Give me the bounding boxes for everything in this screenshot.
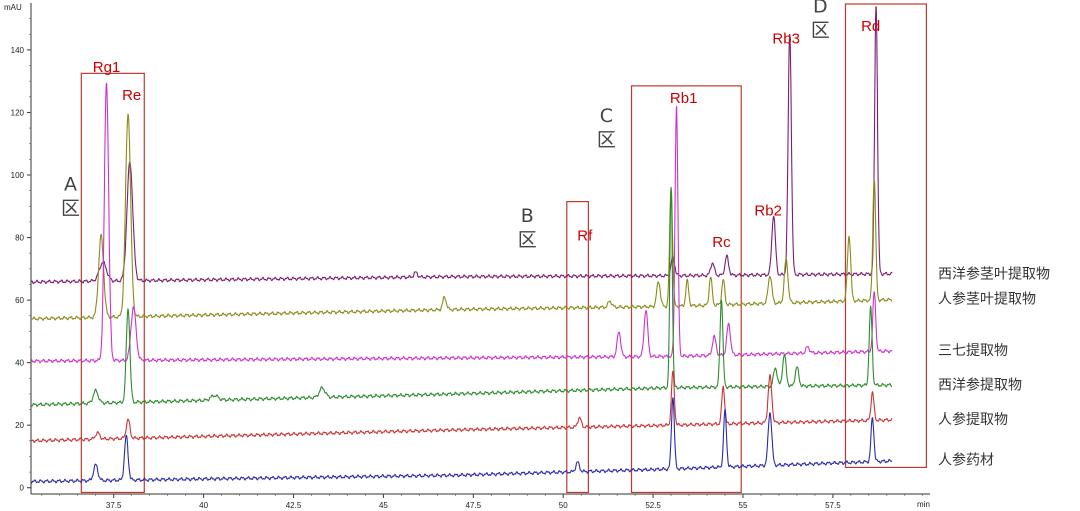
x-axis-unit-label: min [917, 500, 930, 509]
y-axis-unit-label: mAU [4, 3, 22, 12]
peak-label: Rb3 [772, 31, 800, 48]
zone-label: 区 [597, 129, 616, 151]
x-tick-label: 55 [739, 501, 748, 510]
zone-box [566, 200, 589, 494]
zone-label: 区 [518, 229, 537, 251]
y-tick-label: 140 [11, 46, 25, 55]
y-tick-label: 80 [15, 234, 24, 243]
legend-label: 人参药材 [938, 452, 994, 469]
peak-label: Rb1 [670, 90, 698, 107]
x-tick-label: 57.5 [825, 501, 841, 510]
trace-group [30, 6, 893, 484]
y-tick-label: 40 [15, 359, 24, 368]
peak-label: Re [122, 87, 141, 104]
x-tick-label: 40 [199, 501, 208, 510]
y-tick-label: 60 [15, 296, 24, 305]
peak-label: Rc [712, 234, 731, 251]
series-trace [30, 113, 893, 321]
peak-label: Rg1 [93, 59, 121, 76]
zone-label: D [813, 0, 828, 17]
zone-box [630, 85, 742, 494]
x-tick-label: 37.5 [106, 501, 122, 510]
zone-label: A [64, 174, 77, 196]
zone-label: C [600, 105, 613, 127]
y-tick-group: 0 20 40 60 80 100 120 140 [11, 18, 31, 493]
x-tick-group: 37.5 40 42.5 45 47.5 50 52.5 55 57.5 [41, 494, 924, 510]
x-tick-label: 52.5 [645, 501, 661, 510]
legend-label: 西洋参提取物 [938, 377, 1022, 394]
y-tick-label: 0 [20, 484, 25, 493]
x-tick-label: 47.5 [466, 501, 482, 510]
legend-label: 人参茎叶提取物 [938, 291, 1036, 308]
y-tick-label: 20 [15, 421, 24, 430]
y-tick-label: 120 [11, 108, 25, 117]
series-trace [30, 6, 893, 285]
zone-label: 区 [61, 198, 80, 220]
legend-label: 人参提取物 [938, 411, 1008, 428]
x-tick-label: 45 [379, 501, 388, 510]
axes: mAU min 37.5 40 42.5 45 47.5 50 52.5 55 57.5 0 20… [4, 3, 930, 510]
zone-label: B [521, 205, 534, 227]
series-trace [30, 397, 893, 484]
legend-label: 三七提取物 [938, 343, 1008, 359]
y-tick-label: 100 [11, 171, 25, 180]
peak-label: Rd [861, 18, 880, 35]
series-trace [30, 186, 893, 407]
x-tick-label: 42.5 [286, 501, 302, 510]
zone-box [80, 72, 145, 494]
zone-label: 区 [811, 19, 830, 41]
peak-label: Rb2 [754, 203, 782, 220]
x-tick-label: 50 [559, 501, 568, 510]
series-trace [30, 82, 893, 364]
series-trace [30, 370, 893, 443]
legend-label: 西洋参茎叶提取物 [938, 266, 1050, 283]
zone-box [844, 3, 928, 469]
peak-label: Rf [577, 228, 593, 245]
